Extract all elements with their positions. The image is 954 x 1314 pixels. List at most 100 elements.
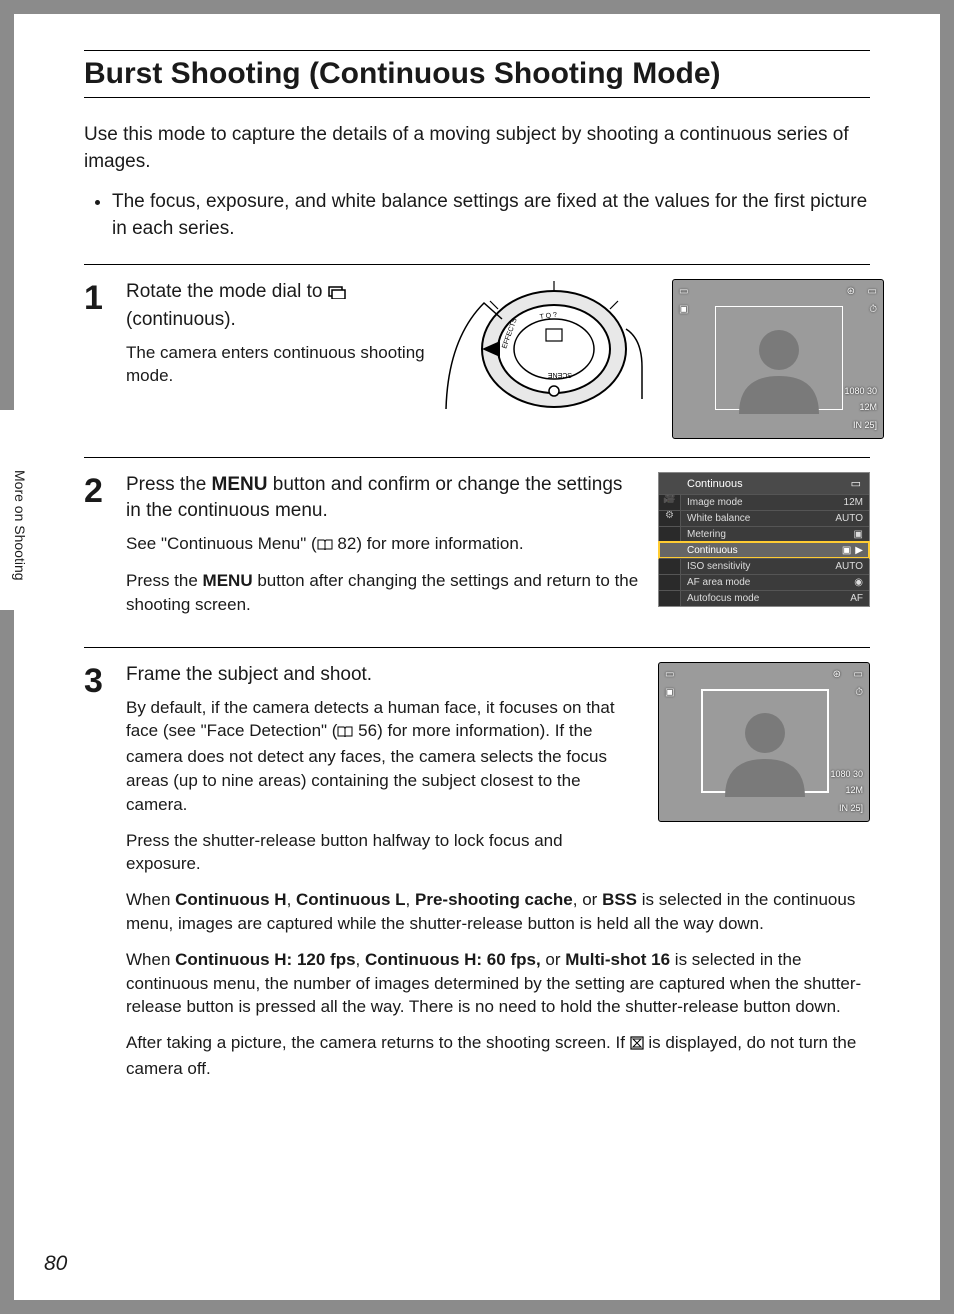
step2-heading: Press the MENU button and confirm or cha… bbox=[126, 472, 640, 523]
step-2: 2 Press the MENU button and confirm or c… bbox=[84, 472, 870, 629]
lcd-tr-icon-2: ▭ bbox=[868, 286, 877, 297]
step-3: 3 Frame the subject and shoot. By defaul… bbox=[84, 662, 870, 1093]
menu-row-label: AF area mode bbox=[687, 577, 750, 588]
book-ref-icon bbox=[337, 721, 353, 745]
menu-row-value: 12M bbox=[844, 497, 863, 508]
t: Continuous H: 60 fps, bbox=[365, 950, 541, 969]
menu-row-label: Autofocus mode bbox=[687, 593, 759, 604]
menu-row: Autofocus mode AF bbox=[659, 590, 869, 606]
step3-ref: 56 bbox=[358, 721, 377, 740]
lcd-br1: 1080 30 bbox=[844, 386, 877, 396]
menu-row-value: AF bbox=[850, 593, 863, 604]
step-separator bbox=[84, 457, 870, 458]
intro-paragraph: Use this mode to capture the details of … bbox=[84, 122, 870, 175]
continuous-menu: ▭ 🎥 ⚙ Continuous ▭ Image mode12MWhite ba… bbox=[658, 472, 870, 607]
t: Multi-shot 16 bbox=[565, 950, 670, 969]
lcd-person-icon bbox=[725, 324, 833, 414]
hourglass-icon bbox=[630, 1033, 644, 1057]
step-separator bbox=[84, 647, 870, 648]
lcd-right-icon: ⏱ bbox=[869, 304, 877, 315]
t: BSS bbox=[602, 890, 637, 909]
step-separator bbox=[84, 264, 870, 265]
menu-row: Image mode 12M bbox=[659, 494, 869, 510]
lcd-tl-icon: ▭ bbox=[679, 286, 688, 297]
step3-p5: After taking a picture, the camera retur… bbox=[126, 1031, 870, 1081]
title-rule-bottom bbox=[84, 97, 870, 98]
menu-row-value: AUTO bbox=[835, 513, 863, 524]
menu-row-label: Continuous bbox=[687, 545, 738, 556]
t: , bbox=[287, 890, 296, 909]
menu-row-label: Image mode bbox=[687, 497, 743, 508]
step1-desc: The camera enters continuous shooting mo… bbox=[126, 341, 426, 389]
step-number: 1 bbox=[84, 281, 112, 315]
menu-row-label: White balance bbox=[687, 513, 750, 524]
t: , bbox=[406, 890, 415, 909]
lcd-br2: 12M bbox=[859, 402, 877, 412]
lcd-preview-2: ▭ ⊛ ▭ ▣ ⏱ 1080 30 12M I bbox=[658, 662, 870, 822]
step3-p1: By default, if the camera detects a huma… bbox=[126, 696, 640, 817]
intro-bullet: The focus, exposure, and white balance s… bbox=[112, 189, 870, 242]
lcd-tr-icon-2: ▭ bbox=[854, 669, 863, 680]
step2-head-a: Press the bbox=[126, 474, 212, 495]
menu-row: Metering ▣ bbox=[659, 526, 869, 542]
menu-row-value: ◉ bbox=[854, 577, 863, 588]
lcd-person-icon bbox=[711, 707, 819, 797]
menu-row-value: ▣ bbox=[854, 529, 863, 540]
lcd-left-icon: ▣ bbox=[665, 687, 674, 698]
t: , or bbox=[573, 890, 602, 909]
page: More on Shooting Burst Shooting (Continu… bbox=[14, 14, 940, 1300]
step2-ref: 82 bbox=[337, 534, 356, 553]
step-number: 2 bbox=[84, 474, 112, 508]
lcd-tl-icon: ▭ bbox=[665, 669, 674, 680]
mode-dial-figure: T Q ? SCENE EFFECTS bbox=[444, 279, 654, 429]
menu-row-label: Metering bbox=[687, 529, 726, 540]
lcd-br1: 1080 30 bbox=[830, 769, 863, 779]
t: When bbox=[126, 950, 175, 969]
intro-list: The focus, exposure, and white balance s… bbox=[84, 189, 870, 242]
menu-row: ISO sensitivity AUTO bbox=[659, 558, 869, 574]
menu-button-label: MENU bbox=[212, 474, 268, 495]
step2-desc1: See "Continuous Menu" ( 82) for more inf… bbox=[126, 532, 640, 558]
menu-row-value: ▣▶ bbox=[842, 545, 863, 556]
step1-head-b: (continuous). bbox=[126, 309, 236, 330]
step3-p4: When Continuous H: 120 fps, Continuous H… bbox=[126, 948, 870, 1019]
menu-row: AF area mode ◉ bbox=[659, 574, 869, 590]
step2-desc2: Press the MENU button after changing the… bbox=[126, 569, 640, 617]
t: , bbox=[356, 950, 365, 969]
menu-row-value: AUTO bbox=[835, 561, 863, 572]
t: or bbox=[541, 950, 566, 969]
lcd-preview-1: ▭ ⊛ ▭ ▣ ⏱ 1080 30 12M IN 25] bbox=[672, 279, 884, 439]
step2-d1a: See "Continuous Menu" ( bbox=[126, 534, 317, 553]
menu-row: Continuous ▣▶ bbox=[659, 542, 869, 558]
step3-p2: Press the shutter-release button halfway… bbox=[126, 829, 640, 877]
step1-heading: Rotate the mode dial to (continuous). bbox=[126, 279, 426, 332]
lcd-right-icon: ⏱ bbox=[855, 687, 863, 698]
t: Pre-shooting cache bbox=[415, 890, 573, 909]
step2-d2a: Press the bbox=[126, 571, 203, 590]
battery-icon: ▭ bbox=[851, 477, 861, 490]
step3-p3: When Continuous H, Continuous L, Pre-sho… bbox=[126, 888, 870, 936]
step3-heading: Frame the subject and shoot. bbox=[126, 662, 640, 688]
t: Continuous L bbox=[296, 890, 406, 909]
page-title: Burst Shooting (Continuous Shooting Mode… bbox=[84, 57, 870, 91]
svg-text:SCENE: SCENE bbox=[548, 371, 572, 378]
menu-row: White balance AUTO bbox=[659, 510, 869, 526]
book-ref-icon bbox=[317, 534, 333, 558]
t: Continuous H bbox=[175, 890, 286, 909]
lcd-br3: IN 25] bbox=[839, 803, 863, 813]
menu-title: Continuous ▭ bbox=[659, 473, 869, 494]
lcd-br2: 12M bbox=[845, 785, 863, 795]
menu-row-label: ISO sensitivity bbox=[687, 561, 750, 572]
title-rule-top bbox=[84, 50, 870, 51]
side-tab-label: More on Shooting bbox=[12, 470, 28, 581]
step2-d1b: ) for more information. bbox=[356, 534, 523, 553]
step-1: 1 Rotate the mode dial to (continuous). … bbox=[84, 279, 870, 439]
menu-title-text: Continuous bbox=[687, 478, 743, 490]
step-number: 3 bbox=[84, 664, 112, 698]
t: Continuous H: 120 fps bbox=[175, 950, 355, 969]
step1-head-a: Rotate the mode dial to bbox=[126, 281, 328, 302]
lcd-tr-icon-1: ⊛ bbox=[847, 286, 855, 297]
menu-button-label: MENU bbox=[203, 571, 253, 590]
lcd-left-icon: ▣ bbox=[679, 304, 688, 315]
lcd-br3: IN 25] bbox=[853, 420, 877, 430]
